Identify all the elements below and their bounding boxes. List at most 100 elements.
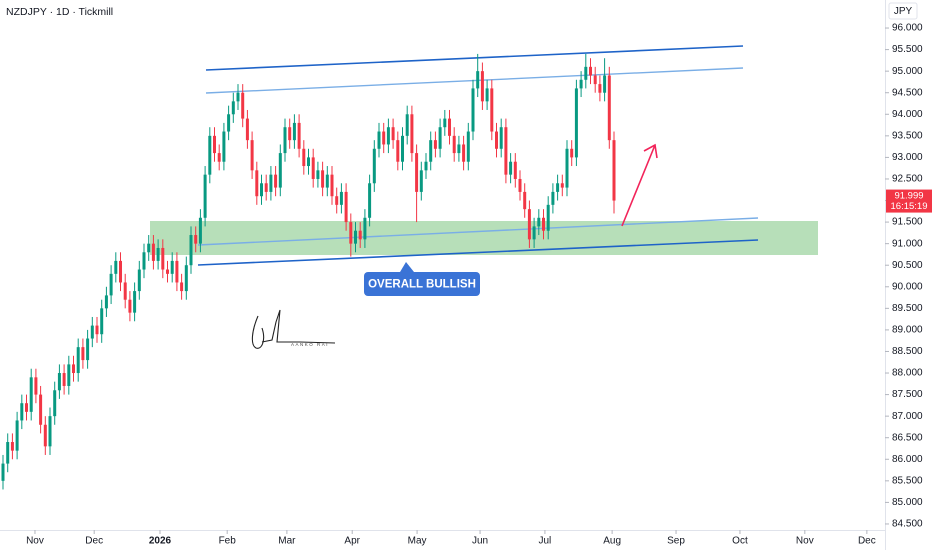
x-tick-label: Apr bbox=[344, 536, 360, 547]
candle-body bbox=[518, 178, 522, 192]
candle-body bbox=[245, 118, 249, 141]
candle-body bbox=[589, 66, 593, 76]
x-tick-label: Mar bbox=[278, 536, 296, 547]
candle-body bbox=[142, 252, 146, 270]
y-tick-label: 90.000 bbox=[892, 281, 923, 292]
candle-body bbox=[48, 416, 52, 447]
candle-body bbox=[584, 66, 588, 80]
channel-inner-bottom bbox=[197, 217, 759, 246]
candle-body bbox=[415, 153, 419, 192]
drawings bbox=[150, 45, 818, 349]
candle-body bbox=[236, 92, 240, 102]
x-tick-label: 2026 bbox=[149, 536, 172, 547]
candle-body bbox=[302, 148, 306, 167]
y-tick-label: 84.500 bbox=[892, 519, 923, 530]
candle-body bbox=[476, 71, 480, 89]
chart-title: NZDJPY · 1D · Tickmill bbox=[6, 6, 113, 18]
candle-body bbox=[250, 140, 254, 171]
bullish-arrow bbox=[621, 143, 658, 227]
candle-body bbox=[490, 88, 494, 132]
candle-body bbox=[457, 144, 461, 154]
y-tick-label: 96.000 bbox=[892, 23, 923, 34]
candle-body bbox=[433, 140, 437, 149]
candle-body bbox=[551, 191, 555, 205]
axes: 96.000 95.500 95.000 94.500 94.000 93.500 93.0… bbox=[26, 23, 932, 547]
candle-body bbox=[227, 114, 231, 132]
candle-body bbox=[466, 131, 470, 162]
candle-body bbox=[593, 75, 597, 85]
y-tick-label: 85.000 bbox=[892, 497, 923, 508]
candle-body bbox=[419, 170, 423, 192]
countdown: 16:15:19 bbox=[891, 201, 928, 212]
candle-body bbox=[260, 183, 264, 197]
candle-body bbox=[104, 295, 108, 309]
candle-body bbox=[499, 127, 503, 149]
candle-body bbox=[222, 131, 226, 162]
x-tick-label: Jul bbox=[539, 536, 552, 547]
candle-body bbox=[231, 101, 235, 115]
candle-body bbox=[166, 269, 170, 274]
candle-body bbox=[579, 79, 583, 89]
candle-body bbox=[349, 222, 353, 244]
candle-body bbox=[180, 282, 184, 292]
candle-body bbox=[43, 424, 47, 447]
candle-body bbox=[574, 88, 578, 158]
candle-body bbox=[495, 131, 499, 149]
candle-body bbox=[278, 153, 282, 188]
candle-body bbox=[72, 364, 76, 374]
candle-body bbox=[156, 247, 160, 261]
candle-body bbox=[114, 260, 118, 274]
candle-body bbox=[297, 122, 301, 149]
y-tick-label: 89.500 bbox=[892, 303, 923, 314]
candle-body bbox=[128, 299, 132, 313]
candle-body bbox=[189, 235, 193, 266]
currency: JPY bbox=[894, 6, 913, 17]
candle-body bbox=[170, 260, 174, 274]
candle-body bbox=[598, 84, 602, 93]
candle-body bbox=[603, 75, 607, 93]
candle-body bbox=[20, 403, 24, 421]
candle-body bbox=[151, 243, 155, 261]
x-tick-label: May bbox=[408, 536, 427, 547]
candle-body bbox=[86, 338, 90, 361]
candle-body bbox=[133, 291, 137, 313]
y-tick-label: 86.000 bbox=[892, 454, 923, 465]
annotation-callout: OVERALL BULLISH bbox=[364, 262, 480, 296]
candle-body bbox=[556, 183, 560, 192]
candle-body bbox=[109, 273, 113, 296]
y-tick-label: 93.500 bbox=[892, 130, 923, 141]
candle-body bbox=[29, 377, 33, 412]
x-tick-label: Oct bbox=[732, 536, 748, 547]
candle-body bbox=[504, 127, 508, 175]
x-tick-label: Nov bbox=[26, 536, 44, 547]
candle-body bbox=[203, 174, 207, 218]
x-tick-label: Dec bbox=[858, 536, 876, 547]
candle-body bbox=[354, 230, 358, 244]
candle-body bbox=[161, 247, 165, 270]
candle-body bbox=[208, 135, 212, 175]
candle-body bbox=[358, 230, 362, 240]
candle-body bbox=[560, 183, 564, 188]
x-tick-label: Nov bbox=[796, 536, 814, 547]
candle-body bbox=[119, 260, 123, 283]
candle-body bbox=[532, 226, 536, 240]
candle-body bbox=[607, 75, 611, 141]
candle-body bbox=[1, 463, 5, 481]
candle-body bbox=[184, 265, 188, 292]
last-price-label: 91.999 bbox=[894, 191, 923, 202]
candle-body bbox=[330, 174, 334, 197]
demand-zone bbox=[150, 221, 818, 255]
candle-body bbox=[542, 217, 546, 231]
candle-body bbox=[311, 157, 315, 179]
x-tick-label: Sep bbox=[667, 536, 685, 547]
candle-body bbox=[325, 174, 329, 188]
y-tick-label: 87.500 bbox=[892, 389, 923, 400]
candle-body bbox=[34, 377, 38, 395]
y-tick-label: 93.000 bbox=[892, 152, 923, 163]
y-tick-label: 92.500 bbox=[892, 174, 923, 185]
candle-body bbox=[175, 260, 179, 283]
y-tick-label: 88.500 bbox=[892, 346, 923, 357]
channel-bottom bbox=[197, 239, 759, 266]
candle-body bbox=[480, 71, 484, 102]
